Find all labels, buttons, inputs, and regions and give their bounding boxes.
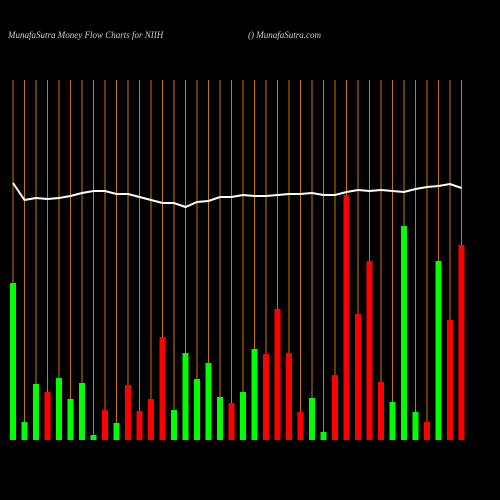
bar (113, 423, 120, 440)
chart-title: MunafaSutra Money Flow Charts for NIIH (7, 30, 164, 40)
bar (378, 382, 384, 440)
bar (447, 320, 453, 440)
bar (401, 226, 407, 440)
chart-subtitle: () MunafaSutra.com (248, 30, 321, 40)
bar (389, 402, 396, 440)
line (12, 182, 462, 209)
bar (286, 353, 292, 440)
bar (228, 403, 235, 440)
bar (274, 309, 281, 440)
bar (10, 283, 16, 440)
bar (159, 337, 166, 440)
bar (44, 392, 51, 440)
bar (309, 398, 315, 440)
bar (102, 410, 108, 440)
bar (217, 397, 223, 440)
bar (205, 363, 212, 440)
bar (240, 392, 246, 440)
bar (148, 399, 154, 440)
bar (366, 261, 373, 440)
bar (21, 422, 28, 440)
bar (251, 349, 258, 440)
bar (332, 375, 338, 440)
bar (263, 354, 269, 440)
bar (458, 245, 465, 440)
bar (67, 399, 74, 440)
bar (125, 385, 131, 440)
bar (33, 384, 39, 440)
bar (424, 422, 430, 440)
bar (435, 261, 442, 440)
bar (355, 314, 361, 440)
bar (412, 412, 419, 440)
bar (320, 432, 327, 440)
bar (171, 410, 177, 440)
bar (90, 435, 97, 440)
bar (56, 378, 62, 440)
bar (79, 383, 85, 440)
bar (182, 353, 189, 440)
bar (343, 195, 350, 440)
bar (136, 411, 143, 440)
bar (194, 379, 200, 440)
bar (297, 412, 304, 440)
